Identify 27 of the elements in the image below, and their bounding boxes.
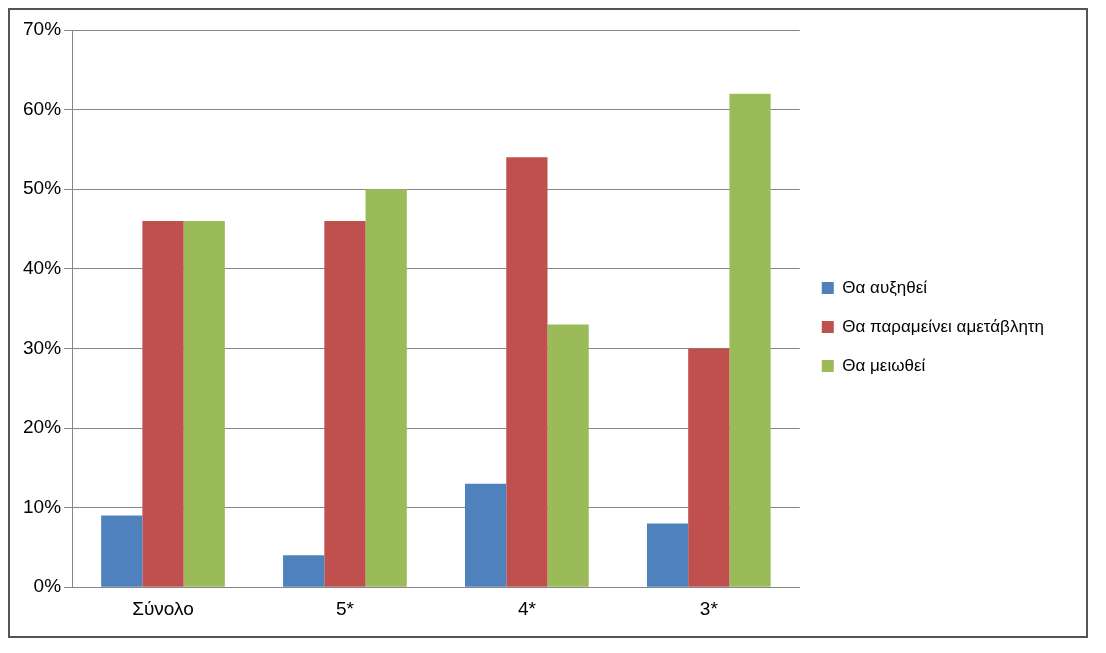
bar: [506, 157, 548, 587]
y-tick-label: 10%: [23, 495, 62, 517]
bar: [547, 324, 589, 587]
x-tick-label: 5*: [335, 597, 355, 619]
bar: [465, 483, 507, 587]
y-tick-label: 60%: [23, 97, 62, 119]
y-tick-label: 0%: [33, 575, 62, 597]
legend-label: Θα αυξηθεί: [842, 277, 928, 297]
bar: [142, 221, 184, 587]
bar: [324, 221, 366, 587]
y-tick-label: 20%: [23, 416, 62, 438]
bar: [101, 515, 143, 587]
y-tick-label: 40%: [23, 257, 62, 279]
legend-label: Θα παραμείνει αμετάβλητη: [842, 316, 1045, 336]
bar: [183, 221, 225, 587]
y-tick-label: 30%: [23, 336, 62, 358]
x-tick-label: 4*: [517, 597, 537, 619]
x-tick-label: Σύνολο: [132, 597, 194, 619]
x-tick-label: 3*: [699, 597, 719, 619]
bar: [688, 348, 730, 587]
y-tick-label: 70%: [23, 18, 62, 40]
bar: [646, 523, 689, 587]
legend-label: Θα μειωθεί: [842, 355, 926, 375]
y-tick-label: 50%: [23, 177, 62, 199]
bar: [283, 555, 325, 587]
bar: [729, 93, 771, 587]
bar: [365, 189, 407, 587]
